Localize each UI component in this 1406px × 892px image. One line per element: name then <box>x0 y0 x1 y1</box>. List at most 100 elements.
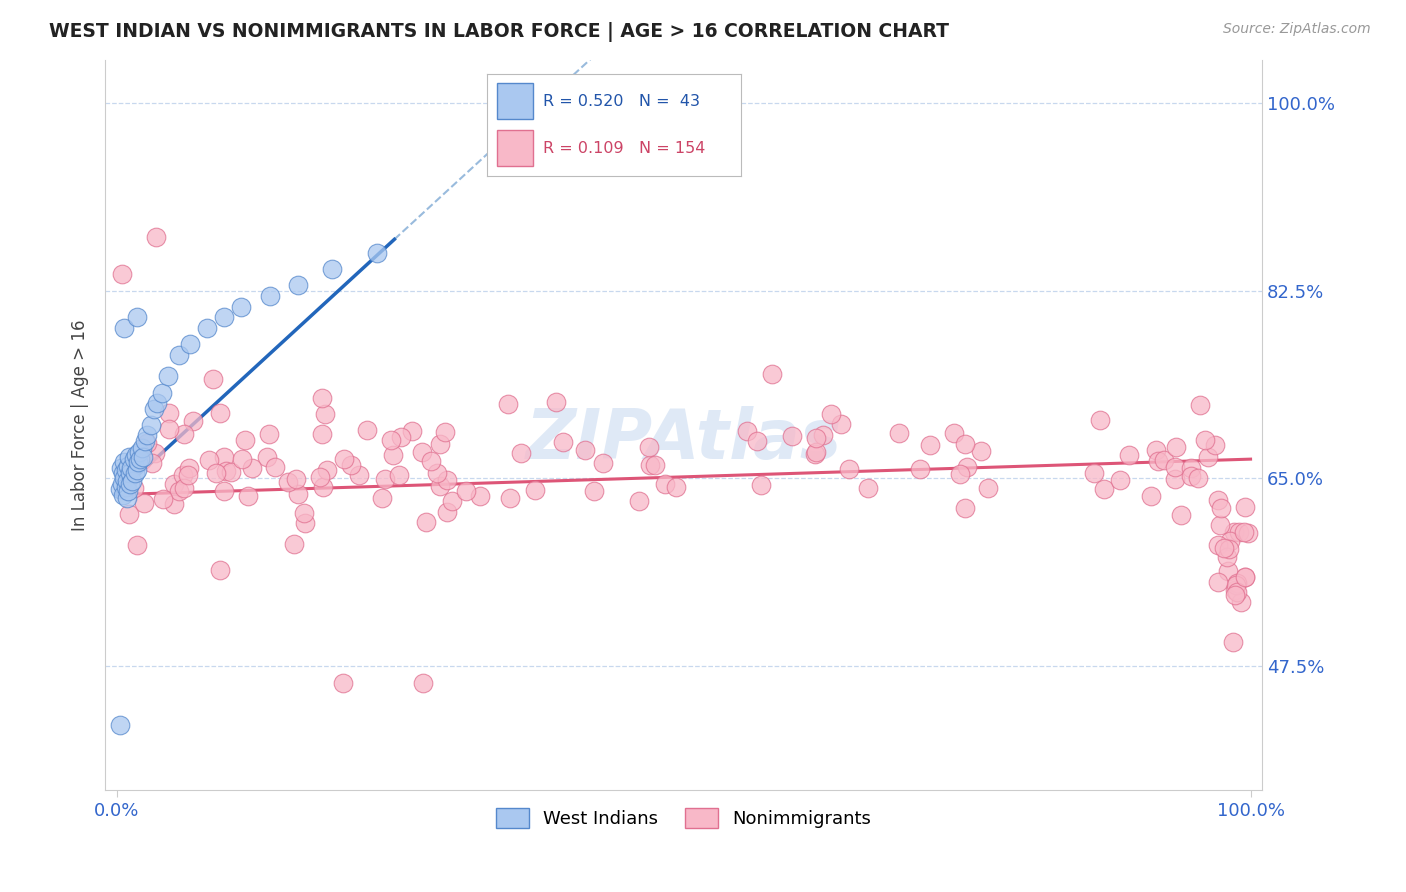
Point <box>110 460 132 475</box>
Point <box>321 262 343 277</box>
Point <box>240 461 263 475</box>
Point <box>804 444 827 458</box>
Point <box>970 443 993 458</box>
Point <box>1170 508 1192 522</box>
Point <box>114 463 136 477</box>
Point <box>205 466 228 480</box>
Point <box>163 476 186 491</box>
Point <box>388 467 411 482</box>
Point <box>1197 450 1219 465</box>
Point <box>1226 585 1249 599</box>
Point <box>332 675 354 690</box>
Point <box>1234 569 1257 583</box>
Point <box>172 467 194 482</box>
Point <box>780 429 803 443</box>
Point <box>908 461 931 475</box>
Point <box>117 458 139 473</box>
Point <box>949 467 972 482</box>
Point <box>943 426 966 441</box>
Point <box>112 487 135 501</box>
Point <box>120 460 142 475</box>
Legend: West Indians, Nonimmigrants: West Indians, Nonimmigrants <box>489 800 879 836</box>
Point <box>1180 468 1202 483</box>
Point <box>157 406 180 420</box>
Point <box>122 481 145 495</box>
Point <box>114 480 136 494</box>
Point <box>208 406 231 420</box>
Point <box>1118 449 1140 463</box>
Point <box>111 268 134 282</box>
Point <box>1194 433 1216 447</box>
Point <box>1215 550 1237 565</box>
Point <box>124 466 146 480</box>
Point <box>256 450 278 464</box>
Point <box>412 675 434 690</box>
Point <box>1164 472 1187 486</box>
Point <box>498 491 520 506</box>
Point <box>977 481 1000 495</box>
Point <box>1164 440 1187 454</box>
Point <box>231 300 253 314</box>
Point <box>311 427 333 442</box>
Point <box>114 471 136 485</box>
Point <box>1147 454 1170 468</box>
Point <box>214 310 236 325</box>
Point <box>181 414 204 428</box>
Point <box>411 445 433 459</box>
Point <box>340 458 363 472</box>
Point <box>118 508 141 522</box>
Point <box>468 489 491 503</box>
Point <box>259 426 281 441</box>
Point <box>167 348 190 362</box>
Point <box>134 434 156 448</box>
Point <box>152 491 174 506</box>
Point <box>1187 471 1209 485</box>
Point <box>208 563 231 577</box>
Point <box>1092 483 1115 497</box>
Y-axis label: In Labor Force | Age > 16: In Labor Force | Age > 16 <box>72 319 89 531</box>
Point <box>231 452 253 467</box>
Point <box>125 448 148 462</box>
Point <box>1233 500 1256 515</box>
Point <box>804 447 827 461</box>
Point <box>233 433 256 447</box>
Point <box>1223 524 1246 539</box>
Point <box>333 452 356 467</box>
Point <box>811 427 834 442</box>
Point <box>1237 525 1260 540</box>
Point <box>374 472 396 486</box>
Point <box>120 476 142 491</box>
Point <box>131 450 153 464</box>
Point <box>920 438 942 452</box>
Point <box>294 516 316 530</box>
Point <box>1206 575 1229 590</box>
Point <box>370 491 392 506</box>
Point <box>582 483 605 498</box>
Point <box>436 505 458 519</box>
Point <box>236 489 259 503</box>
Point <box>145 229 167 244</box>
Point <box>127 452 149 467</box>
Point <box>219 465 242 479</box>
Point <box>136 428 159 442</box>
Point <box>173 481 195 495</box>
Point <box>277 475 299 490</box>
Point <box>735 424 758 438</box>
Point <box>163 497 186 511</box>
Point <box>309 470 332 484</box>
Point <box>212 483 235 498</box>
Point <box>1140 489 1163 503</box>
Point <box>156 369 179 384</box>
Point <box>956 459 979 474</box>
Point <box>887 425 910 440</box>
Point <box>169 484 191 499</box>
Point <box>111 476 134 491</box>
Point <box>749 477 772 491</box>
Point <box>157 422 180 436</box>
Point <box>425 466 447 480</box>
Point <box>665 480 688 494</box>
Point <box>122 452 145 467</box>
Point <box>114 321 136 335</box>
Point <box>592 456 614 470</box>
Point <box>429 437 451 451</box>
